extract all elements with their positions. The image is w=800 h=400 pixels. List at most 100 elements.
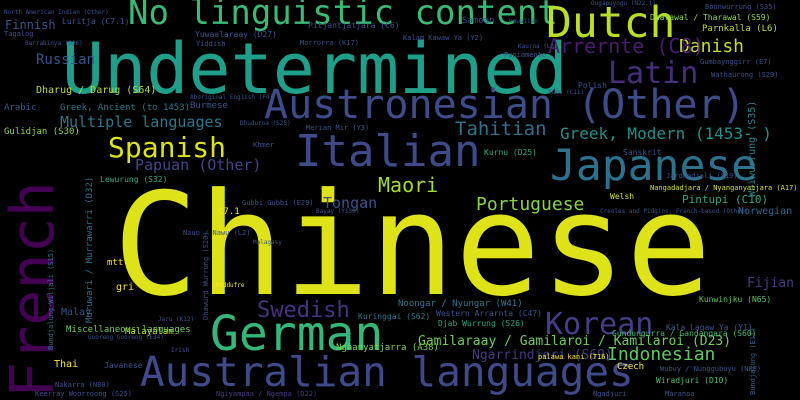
word-djab-wurrung: Djab Wurrung (S26) (438, 319, 525, 328)
word-no-linguistic-content: No linguistic content (128, 0, 558, 33)
word-jardwadjali: Jardwadjali (S19) (666, 172, 738, 180)
word-noongar: Noongar / Nyungar (W41) (398, 299, 523, 309)
word-kunwinjku: Kunwinjku (N65) (699, 295, 772, 304)
word-palawa-kani: palawa kani (T16) (538, 353, 610, 361)
word-c7-1: C7.1 (218, 207, 240, 217)
word-arrernte-c8: Arrernte (C8) (548, 34, 705, 58)
word-yuwaalaraay: Yuwaalaraay (D27) (195, 30, 277, 39)
word-aboriginal-english: Aboriginal English (P4) (190, 94, 274, 101)
word-kaurna: Kaurna (L3) (518, 43, 558, 50)
word-gulidjan: Gulidjan (S30) (4, 127, 80, 137)
word-dharawal: Dharawal / Tharawal (S59) (650, 13, 771, 22)
word-ngarrindjeri: Ngarrindjeri (S69) (472, 348, 613, 363)
word-nakarra: Nakarra (N80) (55, 381, 110, 389)
word-welsh: Welsh (610, 192, 635, 201)
word-polish: Polish (578, 81, 607, 90)
word-multiple-languages: Multiple languages (60, 113, 223, 131)
word-dhawurd-wurrung: Dhawurd Wurrung (S20) (202, 231, 210, 320)
word-boonwurrung: Boonwurrung (S35) (705, 3, 777, 11)
word-greek-modern: Greek, Modern (1453- ) (560, 124, 772, 143)
word-norwegian: Norwegian (738, 206, 793, 217)
word-barrabinya: Barrabinya (D26) (25, 40, 83, 47)
word-pitjantjatjara: Pitjantjatjara (C6) (308, 21, 400, 30)
word-italian: Italian (295, 126, 481, 177)
word-wiradjuri: Wiradjuri (D10) (656, 376, 729, 385)
word-kurnu: Kurnu (D25) (484, 148, 537, 157)
word-tahitian: Tahitian (455, 118, 547, 140)
word-bayay: Bayay (Y130) (316, 208, 360, 215)
word-latin: Latin (608, 56, 699, 91)
word-danish: Danish (679, 36, 745, 57)
word-keerray-woorroong: Keerray Woorroong (S25) (35, 390, 132, 398)
word-yumu: Yumu (C11) (548, 89, 585, 96)
word-indonesian: Indonesian (607, 344, 716, 365)
word-bundjalung-wiljali: Bundjalung-Wiljali (S15) (47, 248, 55, 350)
word-woiwurrung: Woiwurrung (S35) (747, 100, 758, 197)
word-samoan: Samoan (462, 16, 495, 26)
word-ngadjuri: Ngadjuri (593, 390, 627, 398)
word-greek-ancient: Greek, Ancient (to 1453) (60, 103, 191, 113)
word-thai: Thai (54, 359, 79, 370)
word-tagalog: Tagalog (4, 30, 34, 38)
word-muruwari: Muruwari / Murrawarri (D32) (85, 176, 95, 323)
word-yiddish: Yiddish (196, 40, 226, 48)
word-lewurung: Lewurung (S32) (100, 175, 168, 184)
word-luritja: Luritja (C7.1) (62, 17, 130, 26)
word-papuan-other: Papuan (Other) (135, 156, 262, 174)
word-german: German (210, 306, 384, 362)
word-merian-mir: Merian Mir (Y3) (306, 124, 370, 132)
word-kalam-kawaw-ya: Kalam Kawaw Ya (Y2) (403, 34, 484, 42)
word-japanese: Japanese (550, 141, 758, 191)
word-czech: Czech (617, 362, 645, 372)
word-dharug: Dharug / Darug (S64) (36, 85, 157, 96)
word-korean: Korean (545, 307, 654, 342)
word-miscellaneous-languages: Miscellaneous languages (66, 325, 191, 335)
word-spanish: Spanish (108, 131, 227, 164)
word-gugapuyngu: Gugapuyngu (N22.1) (591, 0, 657, 7)
word-nangadadjara: Nangadadjara / Nyanganyatjara (A17) (650, 184, 798, 192)
word-ngaanyatjarra: Ngaanyatjarra (A38) (336, 343, 439, 353)
word-austronesian-other: Austronesian (Other) (264, 82, 746, 128)
word-gri: gri (116, 282, 135, 293)
word-western-arrarnta: Western Arrarnta (C47) (436, 309, 542, 318)
word-gumbaynggirr: Gumbaynggirr (E7) (700, 58, 772, 66)
word-mtt: mtt (107, 258, 124, 268)
word-irish: Irish (171, 347, 190, 354)
word-maori: Maori (378, 173, 439, 197)
word-north-american-indian: North American Indian (Other) (4, 9, 109, 16)
word-dutch: Dutch (546, 0, 676, 48)
word-creoles-pidgins: Creoles and Pidgins, French-based (Other… (600, 208, 749, 215)
word-kuringgai: Kuringgai (S62) (358, 312, 431, 321)
word-parnkalla: Parnkalla (L6) (702, 24, 778, 34)
word-russian: Russian (36, 52, 96, 68)
word-sanskrit: Sanskrit (623, 148, 662, 157)
word-malagasy: Malagasy (253, 239, 282, 246)
word-dhuduroa: Dhuduroa (S25) (240, 120, 291, 127)
word-swedish: Swedish (257, 298, 350, 323)
word-javanese: Javanese (104, 361, 143, 370)
word-australian-languages: Australian languages (140, 348, 634, 396)
word-hawaiian: Hawaiian (509, 18, 538, 25)
word-gubbi-gubbi: Gubbi Gubbi (E29) (242, 199, 314, 207)
word-chiddufre: chiddufre (212, 282, 245, 289)
word-gamilaraay: Gamilaraay / Gamilaroi / Kamilaroi (D23) (418, 334, 732, 349)
word-pintupi: Pintupi (C10) (682, 193, 769, 206)
word-wathaurong: Wathaurong (S29) (711, 71, 779, 79)
word-malayalam: Malayalam (125, 327, 174, 337)
word-burmese: Burmese (190, 101, 228, 111)
word-finnish: Finnish (5, 18, 56, 32)
word-fijian: Fijian (747, 276, 794, 291)
word-maranoa: Maranoa (665, 390, 695, 398)
word-undetermined: Undetermined (62, 28, 568, 110)
word-tongan: Tongan (323, 194, 378, 212)
word-gundungurra: Gundungurra / Gandangara (S60) (612, 329, 757, 338)
word-jaru: Jaru (K12) (158, 316, 195, 323)
word-ngiyampaa: Ngiyampaa / Ngempa (D22) (216, 390, 318, 398)
word-papiamento: Papiamento (504, 51, 547, 59)
word-arabic: Arabic (4, 103, 37, 113)
word-kala-lagaw-ya: Kala Lagaw Ya (Y1) (666, 323, 753, 332)
word-nauo: Nauo / Nawu (L2) (183, 229, 251, 237)
word-portuguese: Portuguese (476, 194, 585, 215)
word-malay: Malay (61, 307, 92, 318)
